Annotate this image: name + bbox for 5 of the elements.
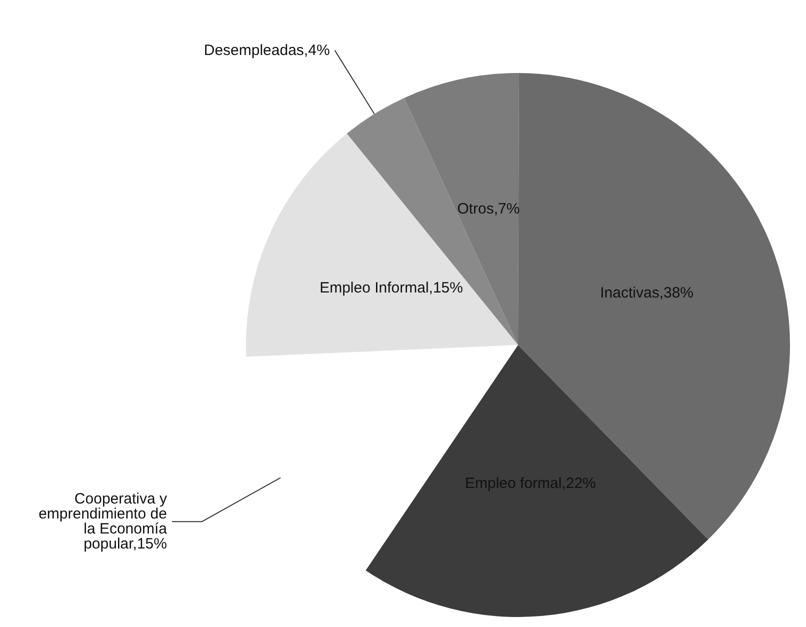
slice-label: Empleo Informal,15% (320, 279, 463, 296)
slice-label: Inactivas,38% (600, 284, 694, 302)
slice-label: Otros,7% (457, 200, 520, 218)
slice-label: Desempleadas,4% (204, 42, 330, 59)
slice-label: Cooperativa y emprendimiento de la Economía popular,15% (38, 490, 168, 553)
